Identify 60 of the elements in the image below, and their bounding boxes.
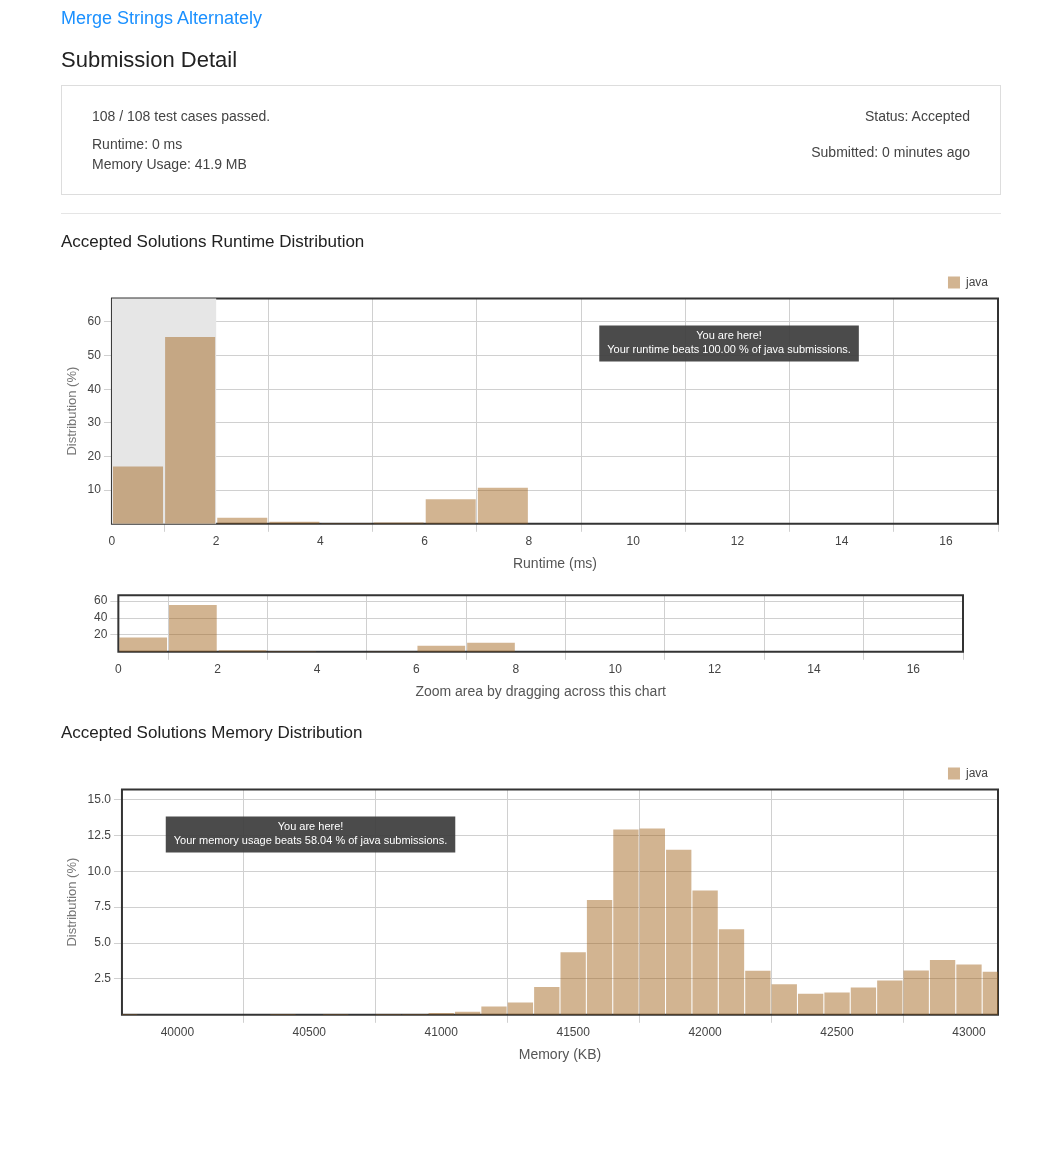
x-tick-label: 40000 [160,1025,195,1040]
x-tick-label: 4 [317,534,325,549]
y-tick-label: 60 [93,593,108,608]
text: 108 / 108 test cases passed. [92,108,271,124]
x-tick-label: 10 [608,662,623,677]
y-tick-label: 12.5 [87,827,112,842]
y-tick-label: 5.0 [94,935,112,950]
x-tick-label: 14 [807,662,821,677]
x-tick-label: 8 [512,662,520,677]
x-tick-label: 14 [834,534,849,549]
x-tick-label: 16 [906,662,921,677]
y-tick-label: 10.0 [87,863,112,878]
chart-title: Accepted Solutions Memory Distribution [61,722,363,742]
x-tick-label: 41500 [556,1025,591,1040]
y-tick-label: 15.0 [87,791,112,806]
legend-label: java [964,274,989,289]
x-tick-label: 2 [214,662,222,677]
y-tick-label: 40 [87,381,102,396]
annotation: Your runtime beats 100.00 % of java submissions. [607,342,851,355]
x-tick-label: 12 [707,662,722,677]
x-tick-label: 8 [525,534,533,549]
annotation: You are here! [696,328,762,341]
legend-label: java [964,765,989,780]
x-tick-label: 4 [313,662,321,677]
x-tick-label: 0 [108,534,116,549]
text: Submitted: 0 minutes ago [811,144,970,160]
text: Runtime: 0 ms [92,136,184,152]
y-axis-title: Distribution (%) [64,366,80,456]
x-tick-label: 0 [115,662,122,677]
chart-title: Accepted Solutions Runtime Distribution [61,231,365,251]
y-tick-label: 2.5 [94,971,112,986]
y-tick-label: 7.5 [94,899,112,914]
x-tick-label: 6 [413,662,421,677]
y-tick-label: 30 [87,415,102,430]
x-tick-label: 41000 [424,1025,459,1040]
y-axis-title: Distribution (%) [64,857,80,947]
text: Submission Detail [61,47,239,73]
y-tick-label: 50 [87,347,102,362]
annotation: Your memory usage beats 58.04 % of java submissions. [173,833,448,846]
x-tick-label: 10 [626,534,641,549]
x-tick-label: 16 [939,534,953,549]
y-tick-label: 20 [87,448,102,463]
y-tick-label: 60 [87,314,102,329]
y-tick-label: 20 [93,627,108,642]
text: Merge Strings Alternately [61,8,264,29]
y-tick-label: 40 [93,610,108,625]
x-axis-title: Memory (KB) [518,1046,602,1063]
text: Status: Accepted [863,108,970,124]
x-tick-label: 42500 [820,1025,855,1040]
x-axis-title: Zoom area by dragging across this chart [415,683,667,700]
text: Memory Usage: 41.9 MB [92,156,248,172]
x-tick-label: 12 [730,534,745,549]
annotation: You are here! [277,819,344,832]
x-tick-label: 42000 [688,1025,723,1040]
x-tick-label: 40500 [292,1025,327,1040]
x-tick-label: 2 [212,534,220,549]
y-tick-label: 10 [87,482,102,497]
x-tick-label: 43000 [952,1025,986,1040]
x-tick-label: 6 [421,534,429,549]
x-axis-title: Runtime (ms) [512,555,597,572]
